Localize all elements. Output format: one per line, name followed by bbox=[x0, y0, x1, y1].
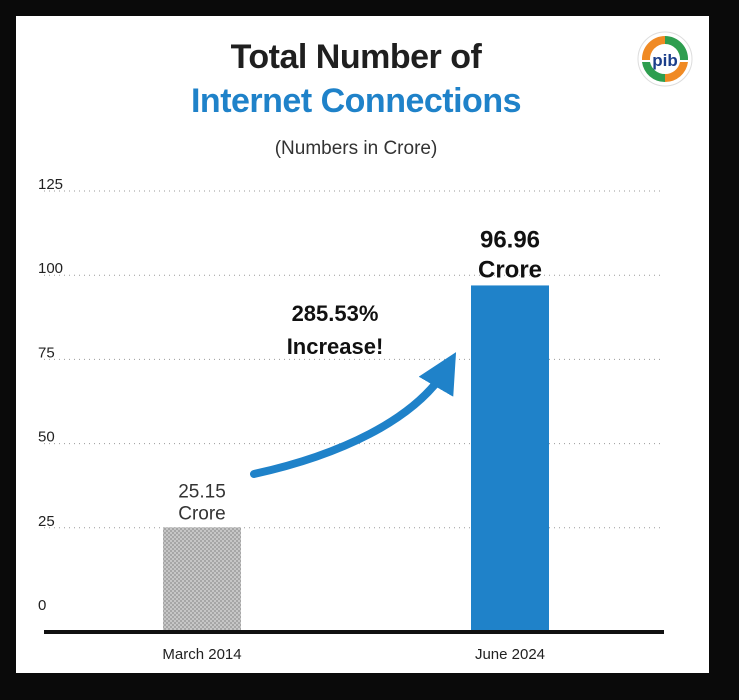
y-axis-ticks: 0 25 50 75 100 125 bbox=[38, 176, 63, 614]
bar-june-2024 bbox=[471, 285, 549, 630]
data-label-value: 25.15 bbox=[178, 481, 226, 502]
y-tick-label: 100 bbox=[38, 260, 63, 277]
annotation-percent: 285.53% bbox=[292, 301, 379, 326]
y-tick-label: 125 bbox=[38, 176, 63, 193]
x-category-label: March 2014 bbox=[162, 646, 241, 663]
data-label-unit: Crore bbox=[178, 503, 226, 524]
chart-card: Total Number of Internet Connections (Nu… bbox=[16, 16, 709, 673]
y-tick-label: 0 bbox=[38, 597, 46, 614]
y-tick-label: 75 bbox=[38, 344, 55, 361]
y-tick-label: 25 bbox=[38, 513, 55, 530]
gridlines bbox=[44, 190, 664, 529]
y-tick-label: 50 bbox=[38, 429, 55, 446]
increase-arrow-icon bbox=[250, 352, 457, 478]
chart-title: Total Number of bbox=[230, 38, 482, 76]
data-label-value: 96.96 bbox=[480, 226, 540, 253]
bar-march-2014 bbox=[163, 527, 241, 630]
x-axis-categories: March 2014 June 2024 bbox=[162, 646, 545, 663]
data-label-unit: Crore bbox=[478, 256, 542, 283]
svg-text:pib: pib bbox=[652, 51, 678, 70]
pib-logo-icon: pib bbox=[637, 31, 693, 87]
x-category-label: June 2024 bbox=[475, 646, 545, 663]
bars bbox=[163, 285, 549, 630]
chart-subtitle: (Numbers in Crore) bbox=[274, 138, 438, 159]
chart-title-highlight: Internet Connections bbox=[190, 82, 522, 120]
annotation-increase: Increase! bbox=[287, 334, 384, 359]
